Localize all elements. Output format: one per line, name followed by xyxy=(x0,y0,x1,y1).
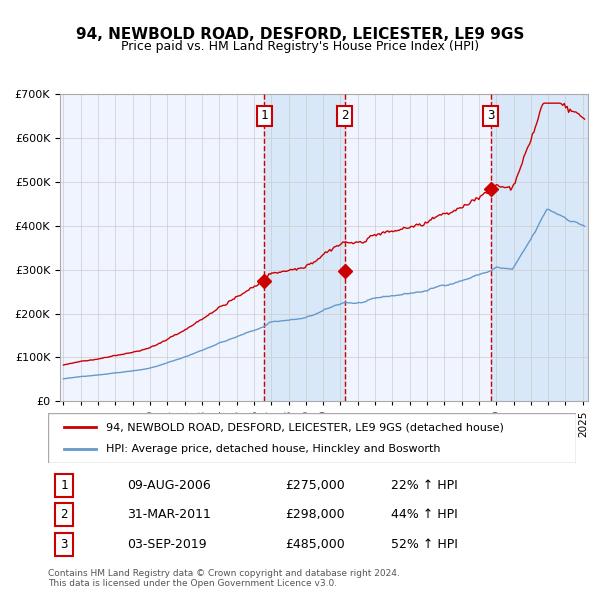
Text: £298,000: £298,000 xyxy=(286,508,345,522)
Text: 94, NEWBOLD ROAD, DESFORD, LEICESTER, LE9 9GS: 94, NEWBOLD ROAD, DESFORD, LEICESTER, LE… xyxy=(76,27,524,41)
Text: 2: 2 xyxy=(60,508,68,522)
Bar xyxy=(491,94,588,401)
Text: 52% ↑ HPI: 52% ↑ HPI xyxy=(391,537,458,550)
Text: 94, NEWBOLD ROAD, DESFORD, LEICESTER, LE9 9GS (detached house): 94, NEWBOLD ROAD, DESFORD, LEICESTER, LE… xyxy=(106,422,504,432)
Text: 44% ↑ HPI: 44% ↑ HPI xyxy=(391,508,458,522)
Text: 09-AUG-2006: 09-AUG-2006 xyxy=(127,479,211,492)
Text: 1: 1 xyxy=(60,479,68,492)
Text: 03-SEP-2019: 03-SEP-2019 xyxy=(127,537,207,550)
Text: 1: 1 xyxy=(260,109,268,122)
Text: This data is licensed under the Open Government Licence v3.0.: This data is licensed under the Open Gov… xyxy=(48,579,337,588)
Text: Contains HM Land Registry data © Crown copyright and database right 2024.: Contains HM Land Registry data © Crown c… xyxy=(48,569,400,578)
Text: £485,000: £485,000 xyxy=(286,537,346,550)
Text: 3: 3 xyxy=(60,537,68,550)
Text: HPI: Average price, detached house, Hinckley and Bosworth: HPI: Average price, detached house, Hinc… xyxy=(106,444,440,454)
Bar xyxy=(264,94,345,401)
Text: 31-MAR-2011: 31-MAR-2011 xyxy=(127,508,211,522)
Text: 3: 3 xyxy=(487,109,494,122)
Text: £275,000: £275,000 xyxy=(286,479,346,492)
Text: 22% ↑ HPI: 22% ↑ HPI xyxy=(391,479,458,492)
Text: Price paid vs. HM Land Registry's House Price Index (HPI): Price paid vs. HM Land Registry's House … xyxy=(121,40,479,53)
Text: 2: 2 xyxy=(341,109,349,122)
FancyBboxPatch shape xyxy=(48,413,576,463)
